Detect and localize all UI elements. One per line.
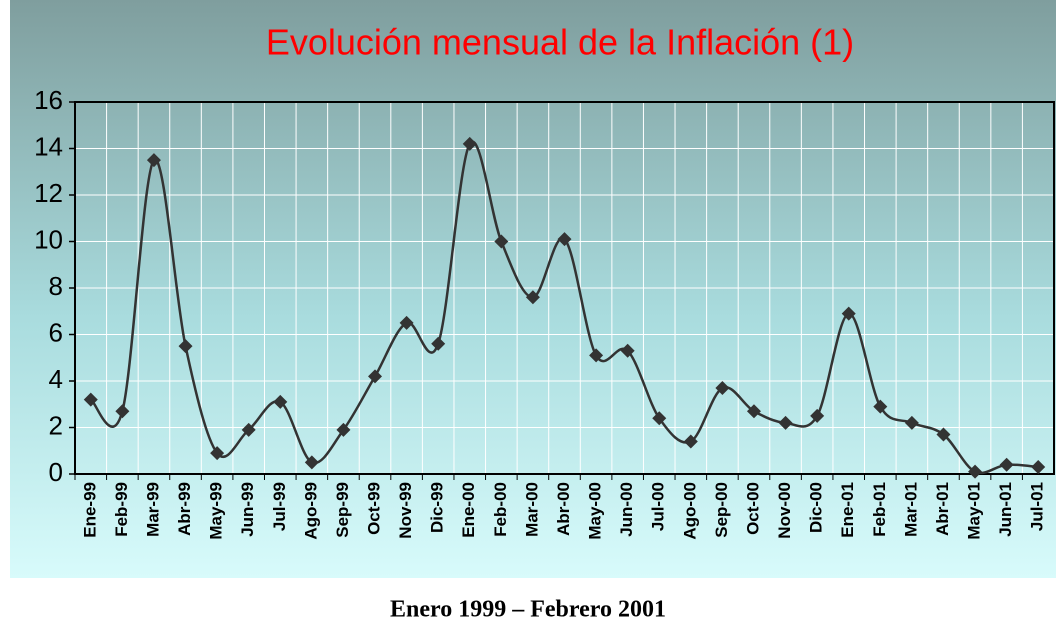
x-tick-label: Dic-99 [428, 482, 447, 533]
x-tick-label: Feb-01 [870, 482, 889, 537]
x-tick-label: Oct-99 [365, 482, 384, 535]
x-tick-label: Mar-01 [901, 482, 920, 537]
marker [746, 404, 761, 419]
x-tick-label: Abr-01 [933, 482, 952, 536]
marker [968, 464, 983, 479]
marker [368, 369, 383, 384]
y-tick-label: 4 [49, 364, 63, 394]
marker [273, 394, 288, 409]
x-tick-label: Ene-01 [838, 482, 857, 538]
y-tick-label: 8 [49, 271, 63, 301]
marker [83, 392, 98, 407]
x-tick-label: Ago-00 [680, 482, 699, 540]
x-tick-label: Ago-99 [301, 482, 320, 540]
marker [904, 415, 919, 430]
marker [589, 348, 604, 363]
x-tick-label: Dic-00 [807, 482, 826, 533]
marker [715, 380, 730, 395]
marker [146, 153, 161, 168]
marker [178, 339, 193, 354]
x-tick-label: Jul-01 [1028, 482, 1047, 531]
x-tick-label: Ene-99 [80, 482, 99, 538]
x-tick-label: Jun-00 [617, 482, 636, 537]
marker [778, 415, 793, 430]
marker [873, 399, 888, 414]
x-tick-label: Ene-00 [459, 482, 478, 538]
marker [841, 306, 856, 321]
y-tick-label: 16 [34, 85, 63, 115]
x-tick-label: May-00 [586, 482, 605, 540]
y-tick-label: 10 [34, 224, 63, 254]
y-tick-label: 14 [34, 131, 63, 161]
marker [494, 234, 509, 249]
y-tick-label: 2 [49, 410, 63, 440]
y-tick-label: 6 [49, 317, 63, 347]
y-tick-label: 0 [49, 457, 63, 487]
marker [525, 290, 540, 305]
marker [210, 446, 225, 461]
plot-frame [74, 101, 1055, 475]
marker [999, 457, 1014, 472]
x-tick-label: Oct-00 [743, 482, 762, 535]
marker [115, 404, 130, 419]
x-tick-label: Jul-99 [270, 482, 289, 531]
marker [810, 408, 825, 423]
x-tick-label: Nov-00 [775, 482, 794, 539]
subtitle: Enero 1999 – Febrero 2001 [390, 597, 666, 623]
chart-title: Evolución mensual de la Inflación (1) [266, 22, 854, 63]
x-tick-label: Jun-01 [996, 482, 1015, 537]
x-tick-label: Feb-00 [491, 482, 510, 537]
marker [462, 136, 477, 151]
chart-background [10, 0, 1056, 578]
y-tick-label: 12 [34, 178, 63, 208]
marker [683, 434, 698, 449]
x-tick-label: May-01 [965, 482, 984, 540]
marker [620, 343, 635, 358]
marker [557, 232, 572, 247]
marker [431, 336, 446, 351]
x-tick-label: Jun-99 [238, 482, 257, 537]
marker [936, 427, 951, 442]
marker [336, 422, 351, 437]
marker [1031, 460, 1046, 475]
x-tick-label: Jul-00 [649, 482, 668, 531]
marker [652, 411, 667, 426]
x-tick-label: Nov-99 [396, 482, 415, 539]
x-tick-label: May-99 [207, 482, 226, 540]
marker [304, 455, 319, 470]
x-tick-label: Mar-99 [143, 482, 162, 537]
marker [241, 422, 256, 437]
x-tick-label: Abr-99 [175, 482, 194, 536]
x-tick-label: Sep-00 [712, 482, 731, 538]
x-tick-label: Sep-99 [333, 482, 352, 538]
x-tick-label: Feb-99 [112, 482, 131, 537]
x-tick-label: Abr-00 [554, 482, 573, 536]
marker [399, 315, 414, 330]
x-tick-label: Mar-00 [522, 482, 541, 537]
